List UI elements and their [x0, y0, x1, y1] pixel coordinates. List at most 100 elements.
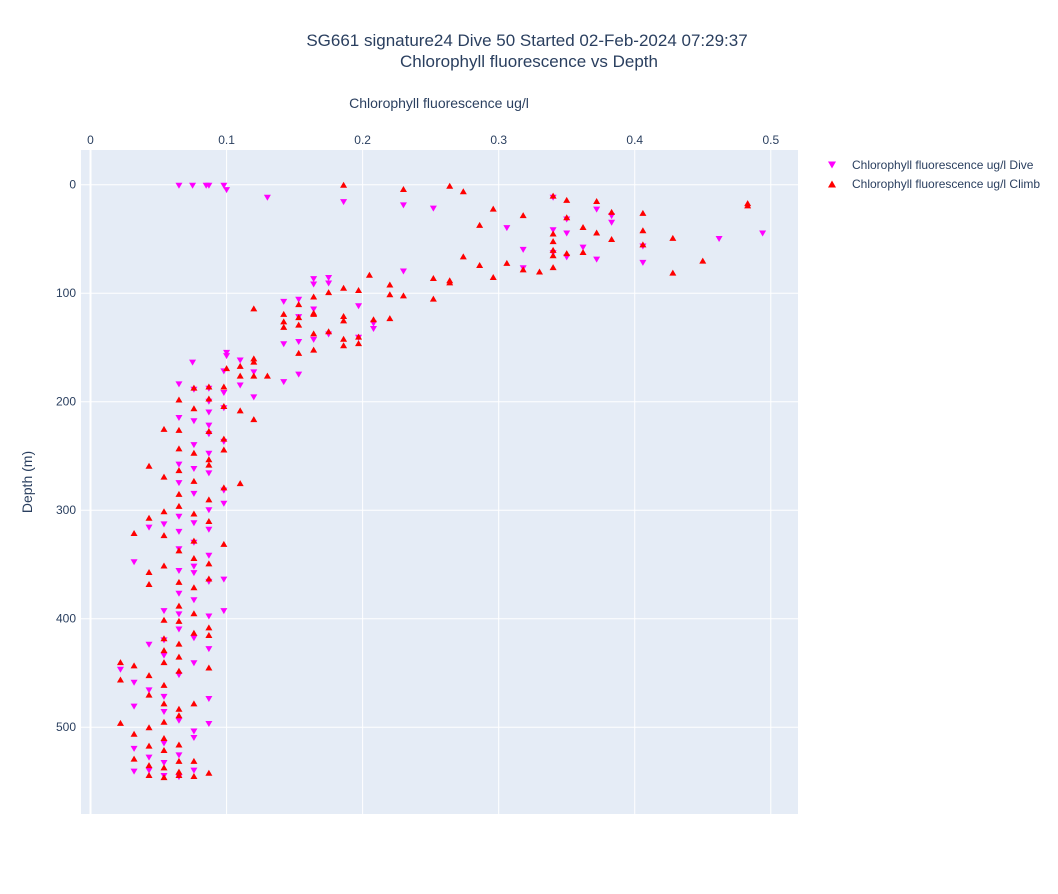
climb-point: [236, 407, 244, 414]
dive-point: [130, 559, 138, 566]
climb-point: [175, 602, 183, 609]
climb-point: [519, 212, 527, 219]
climb-point: [205, 383, 213, 390]
climb-point: [476, 221, 484, 228]
climb-point: [340, 342, 348, 349]
climb-point: [175, 502, 183, 509]
climb-point: [280, 323, 288, 330]
climb-point: [190, 629, 198, 636]
dive-point: [205, 646, 213, 653]
climb-point: [280, 318, 288, 325]
climb-point: [549, 264, 557, 271]
dive-point: [130, 679, 138, 686]
climb-point: [370, 316, 378, 323]
climb-point: [429, 295, 437, 302]
climb-point: [190, 700, 198, 707]
climb-point: [205, 461, 213, 468]
climb-point: [160, 700, 168, 707]
climb-point: [190, 449, 198, 456]
dive-point: [205, 470, 213, 477]
climb-point: [295, 301, 303, 308]
dive-point: [160, 693, 168, 700]
climb-point: [175, 705, 183, 712]
climb-point: [160, 659, 168, 666]
dive-point: [116, 666, 124, 673]
x-axis-title: Chlorophyll fluorescence ug/l: [349, 95, 529, 111]
dive-point: [399, 268, 407, 275]
dive-point: [370, 326, 378, 333]
climb-point: [503, 259, 511, 266]
dive-point: [190, 465, 198, 472]
climb-point: [160, 764, 168, 771]
dive-point: [280, 379, 288, 386]
climb-point: [190, 554, 198, 561]
dive-point: [340, 199, 348, 206]
dive-point: [325, 275, 333, 282]
climb-point: [130, 755, 138, 762]
climb-point: [549, 246, 557, 253]
climb-point: [593, 229, 601, 236]
dive-point: [175, 182, 183, 189]
dive-point: [236, 357, 244, 364]
climb-point: [190, 477, 198, 484]
y-tick-label: 200: [56, 395, 76, 409]
climb-point: [608, 208, 616, 215]
climb-point: [295, 349, 303, 356]
climb-point: [160, 508, 168, 515]
climb-point: [190, 384, 198, 391]
y-tick-label: 0: [69, 178, 76, 192]
dive-point: [205, 720, 213, 727]
dive-point: [310, 306, 318, 313]
climb-point: [205, 395, 213, 402]
chart-subtitle: Chlorophyll fluorescence vs Depth: [400, 52, 658, 71]
climb-point: [519, 266, 527, 273]
climb-point: [145, 580, 153, 587]
climb-point: [145, 724, 153, 731]
legend[interactable]: Chlorophyll fluorescence ug/l Dive Chlor…: [828, 158, 1040, 191]
climb-point: [220, 484, 228, 491]
dive-point: [223, 353, 231, 360]
climb-point: [145, 762, 153, 769]
dive-point: [190, 635, 198, 642]
climb-point: [205, 769, 213, 776]
dive-point: [175, 626, 183, 633]
climb-point: [325, 289, 333, 296]
climb-point: [145, 691, 153, 698]
dive-point: [160, 652, 168, 659]
dive-point: [190, 520, 198, 527]
dive-point: [295, 296, 303, 303]
climb-point: [399, 292, 407, 299]
climb-point: [160, 746, 168, 753]
legend-item-climb[interactable]: Chlorophyll fluorescence ug/l Climb: [828, 177, 1040, 191]
dive-point: [519, 246, 527, 253]
climb-point: [220, 446, 228, 453]
climb-point: [386, 291, 394, 298]
dive-point: [295, 339, 303, 346]
climb-point: [220, 383, 228, 390]
climb-point: [386, 315, 394, 322]
dive-point: [175, 611, 183, 618]
climb-point: [145, 462, 153, 469]
dive-point: [355, 303, 363, 310]
climb-point: [130, 529, 138, 536]
climb-point: [310, 293, 318, 300]
y-tick-label: 400: [56, 612, 76, 626]
legend-item-dive[interactable]: Chlorophyll fluorescence ug/l Dive: [828, 158, 1034, 172]
climb-point: [563, 214, 571, 221]
dive-point: [205, 422, 213, 429]
climb-point: [190, 757, 198, 764]
climb-point: [160, 647, 168, 654]
dive-point: [263, 194, 271, 201]
climb-point: [593, 197, 601, 204]
climb-series: [116, 181, 752, 781]
climb-point: [236, 480, 244, 487]
climb-point: [116, 676, 124, 683]
climb-point: [205, 456, 213, 463]
dive-point: [205, 552, 213, 559]
climb-point: [175, 768, 183, 775]
dive-point: [220, 182, 228, 189]
climb-point: [250, 355, 258, 362]
climb-point: [205, 560, 213, 567]
climb-point: [669, 234, 677, 241]
